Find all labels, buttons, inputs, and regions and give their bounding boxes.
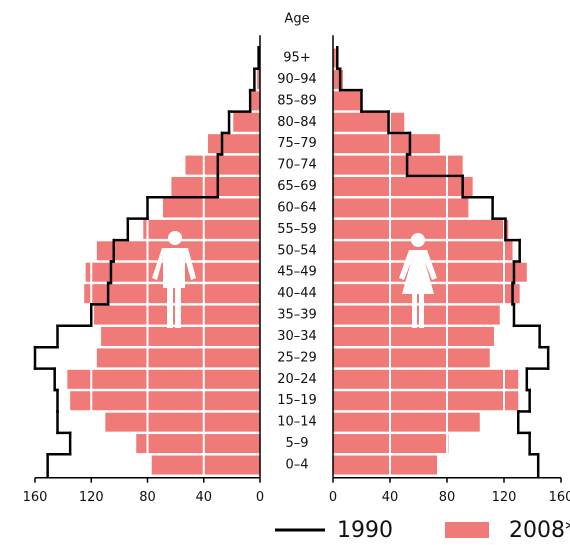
category-label: 5–9 (285, 436, 308, 451)
category-label: 75–79 (277, 136, 317, 151)
category-label: 60–64 (277, 200, 317, 215)
bar (67, 369, 260, 389)
category-label: 70–74 (277, 158, 317, 173)
bar (333, 112, 405, 132)
x-tick-label: 120 (79, 490, 104, 505)
x-tick-label: 80 (439, 490, 456, 505)
bar (333, 69, 343, 89)
x-tick-label: 0 (329, 490, 337, 505)
bar (333, 198, 469, 218)
x-tick-label: 40 (382, 490, 399, 505)
bar (136, 434, 260, 454)
bar (333, 326, 495, 346)
x-tick-label: 160 (23, 490, 48, 505)
bar (333, 155, 463, 175)
category-label: 55–59 (277, 222, 317, 237)
bar (162, 198, 260, 218)
bar (251, 91, 260, 111)
category-label: 40–44 (277, 286, 317, 301)
male-icon (152, 231, 196, 328)
bar (185, 155, 260, 175)
bar (171, 177, 260, 197)
category-label: 30–34 (277, 329, 317, 344)
bar (96, 348, 260, 368)
category-label: 50–54 (277, 243, 317, 258)
category-label: 15–19 (277, 393, 317, 408)
bar (333, 412, 480, 432)
bar (143, 219, 260, 239)
bar (105, 412, 260, 432)
bar (333, 219, 509, 239)
x-tick-label: 80 (139, 490, 156, 505)
bar (257, 69, 260, 89)
bar (333, 348, 490, 368)
category-label: 25–29 (277, 350, 317, 365)
bar (101, 326, 260, 346)
bar (333, 91, 362, 111)
bar (333, 455, 438, 475)
category-label: 65–69 (277, 179, 317, 194)
bar (333, 177, 473, 197)
category-label: 85–89 (277, 93, 317, 108)
x-tick-label: 160 (549, 490, 570, 505)
legend-swatch (445, 522, 489, 538)
category-label: 95+ (283, 51, 310, 66)
plot: 0–4 5–9 10–14 15–19 20–24 25–29 30–34 35–39 40–4… (23, 35, 570, 543)
female-icon (399, 233, 437, 328)
category-label: 20–24 (277, 372, 317, 387)
bar (151, 455, 260, 475)
category-label: 45–49 (277, 265, 317, 280)
legend-label: 2008* (509, 518, 570, 543)
bar (333, 48, 336, 68)
x-tick-label: 0 (256, 490, 264, 505)
category-label: 80–84 (277, 115, 317, 130)
bar (70, 391, 260, 411)
x-tick-label: 40 (195, 490, 212, 505)
bar (333, 369, 519, 389)
bar (207, 134, 260, 154)
category-label: 10–14 (277, 415, 317, 430)
category-label: 35–39 (277, 308, 317, 323)
legend-label: 1990 (337, 518, 393, 543)
x-tick-label: 120 (492, 490, 517, 505)
bar (333, 391, 519, 411)
bar (333, 134, 440, 154)
chart-title: Age (284, 12, 309, 27)
category-label: 0–4 (285, 458, 308, 473)
category-label: 90–94 (277, 72, 317, 87)
bar (233, 112, 260, 132)
